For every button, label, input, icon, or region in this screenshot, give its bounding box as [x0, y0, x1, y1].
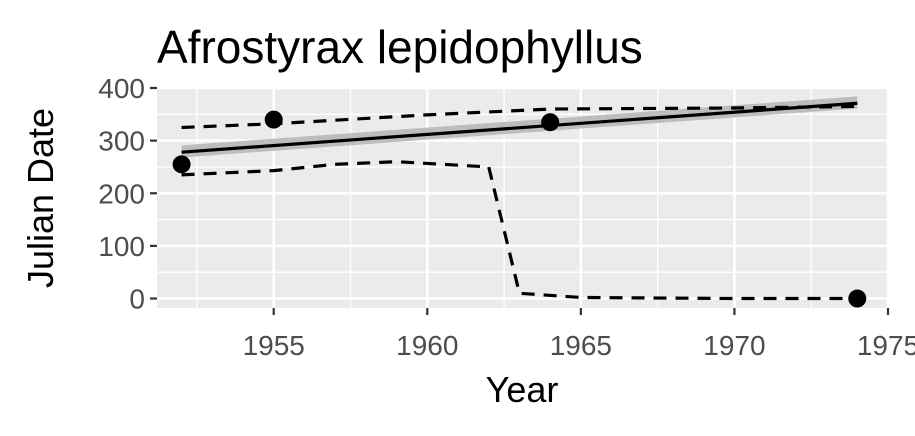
upper-dashed-line — [181, 104, 858, 130]
x-tick-label: 1975 — [857, 330, 915, 361]
x-tick-label: 1960 — [396, 330, 458, 361]
y-tick-label: 0 — [129, 284, 145, 315]
x-tick-label: 1965 — [550, 330, 612, 361]
data-point — [541, 113, 560, 132]
lower-dashed-line — [181, 160, 858, 301]
y-tick-label: 200 — [98, 178, 145, 209]
x-tick-label: 1970 — [703, 330, 765, 361]
x-axis-title: Year — [486, 369, 559, 410]
data-point — [264, 110, 283, 129]
y-tick-label: 100 — [98, 231, 145, 262]
y-tick-label: 400 — [98, 73, 145, 104]
fit-line — [181, 101, 858, 154]
data-point — [172, 155, 191, 174]
x-tick-label: 1955 — [243, 330, 305, 361]
y-tick-label: 300 — [98, 126, 145, 157]
data-points — [172, 110, 867, 308]
x-axis: 1955 1960 1965 1970 1975 — [243, 308, 915, 361]
data-point — [848, 289, 867, 308]
y-axis: 0 100 200 300 400 — [98, 73, 157, 315]
y-axis-title: Julian Date — [20, 108, 61, 288]
chart-title: Afrostyrax lepidophyllus — [157, 21, 643, 73]
